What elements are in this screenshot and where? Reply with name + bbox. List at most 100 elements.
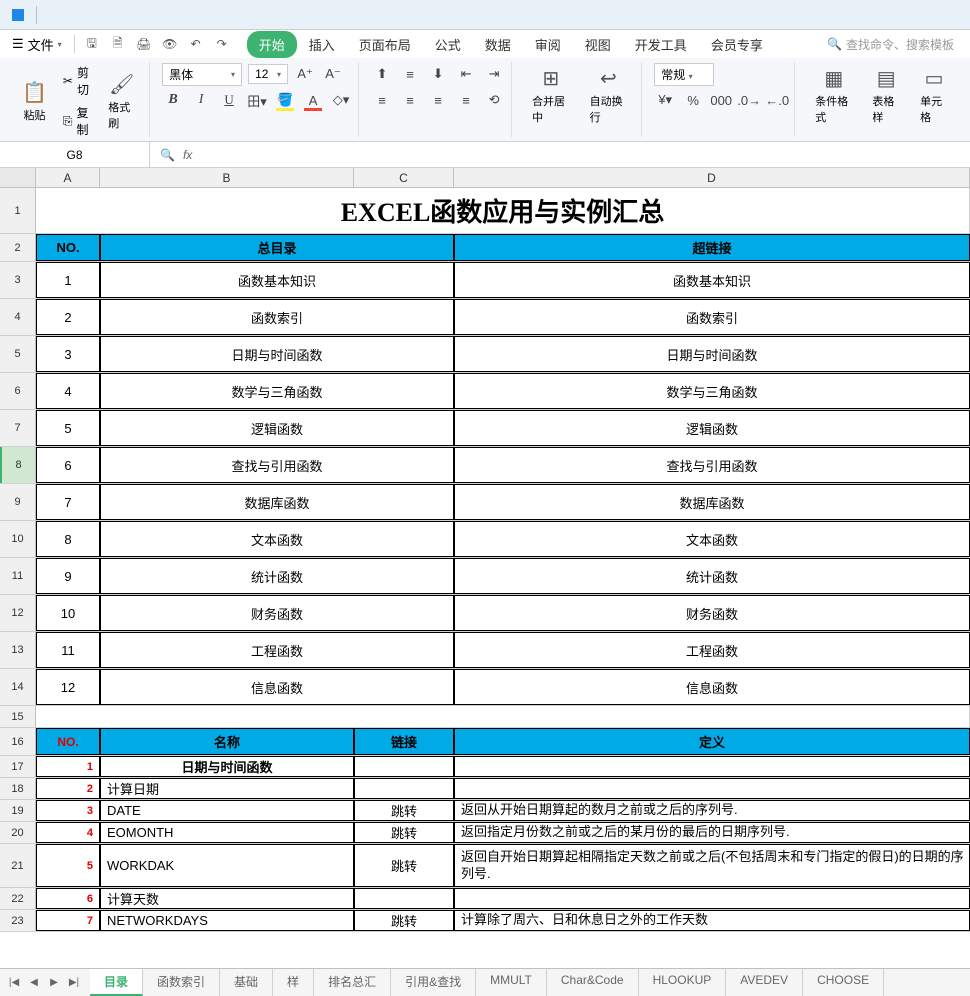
cell2-def[interactable]: 计算除了周六、日和休息日之外的工作天数: [454, 910, 970, 931]
cell-no[interactable]: 11: [36, 632, 100, 668]
save-as-icon[interactable]: 🗎: [109, 35, 127, 53]
align-top-button[interactable]: ⬆: [371, 63, 393, 85]
cell-no[interactable]: 8: [36, 521, 100, 557]
cell-category[interactable]: 查找与引用函数: [100, 447, 454, 483]
cell2-name[interactable]: DATE: [100, 800, 354, 821]
save-icon[interactable]: 🖫: [83, 35, 101, 53]
cell-category[interactable]: 统计函数: [100, 558, 454, 594]
row-header[interactable]: 19: [0, 800, 36, 821]
border-button[interactable]: 田▾: [246, 89, 268, 111]
th-link[interactable]: 超链接: [454, 234, 970, 261]
row-header[interactable]: 3: [0, 262, 36, 298]
cell2-link[interactable]: [354, 778, 454, 799]
row-header[interactable]: 22: [0, 888, 36, 909]
cell-category[interactable]: 信息函数: [100, 669, 454, 705]
font-size-selector[interactable]: 12▾: [248, 64, 288, 84]
row-header[interactable]: 23: [0, 910, 36, 931]
align-left-button[interactable]: ≡: [371, 89, 393, 111]
cell-no[interactable]: 3: [36, 336, 100, 372]
cell-no[interactable]: 10: [36, 595, 100, 631]
cell-link[interactable]: 财务函数: [454, 595, 970, 631]
th2-no[interactable]: NO.: [36, 728, 100, 755]
sheet-tab-7[interactable]: Char&Code: [547, 969, 639, 996]
cell-no[interactable]: 5: [36, 410, 100, 446]
cell2-no[interactable]: 4: [36, 822, 100, 843]
th-no[interactable]: NO.: [36, 234, 100, 261]
ribbon-tab-1[interactable]: 插入: [297, 31, 347, 58]
cell-category[interactable]: 财务函数: [100, 595, 454, 631]
cell2-no[interactable]: 3: [36, 800, 100, 821]
row-header[interactable]: 1: [0, 188, 36, 233]
cell-link[interactable]: 文本函数: [454, 521, 970, 557]
cell2-def[interactable]: [454, 756, 970, 777]
print-preview-icon[interactable]: 👁: [161, 35, 179, 53]
cell-no[interactable]: 2: [36, 299, 100, 335]
wrap-text-button[interactable]: ↩ 自动换行: [582, 62, 636, 129]
row-header[interactable]: 16: [0, 728, 36, 755]
increase-font-button[interactable]: A⁺: [294, 63, 316, 85]
fill-color-button[interactable]: 🪣: [274, 89, 296, 111]
cell2-no[interactable]: 7: [36, 910, 100, 931]
cell2-name[interactable]: 计算天数: [100, 888, 354, 909]
row-header[interactable]: 12: [0, 595, 36, 631]
cell2-name[interactable]: NETWORKDAYS: [100, 910, 354, 931]
cancel-icon[interactable]: 🔍: [160, 148, 175, 162]
th-category[interactable]: 总目录: [100, 234, 454, 261]
align-middle-button[interactable]: ≡: [399, 63, 421, 85]
cell-category[interactable]: 数学与三角函数: [100, 373, 454, 409]
ribbon-tab-8[interactable]: 会员专享: [699, 31, 775, 58]
font-color-button[interactable]: A: [302, 89, 324, 111]
column-header-A[interactable]: A: [36, 168, 100, 187]
cell-link[interactable]: 日期与时间函数: [454, 336, 970, 372]
row-header[interactable]: 2: [0, 234, 36, 261]
sheet-tab-5[interactable]: 引用&查找: [391, 969, 476, 996]
cell-style-button[interactable]: ▭ 单元格: [912, 62, 956, 129]
cell-link[interactable]: 函数索引: [454, 299, 970, 335]
align-center-button[interactable]: ≡: [399, 89, 421, 111]
format-painter-button[interactable]: 🖌 格式刷: [100, 62, 143, 140]
cell2-name[interactable]: 日期与时间函数: [100, 756, 354, 777]
cell-category[interactable]: 文本函数: [100, 521, 454, 557]
decrease-decimal-button[interactable]: ←.0: [766, 89, 788, 111]
cell2-no[interactable]: 1: [36, 756, 100, 777]
cell2-name[interactable]: 计算日期: [100, 778, 354, 799]
cell2-no[interactable]: 6: [36, 888, 100, 909]
italic-button[interactable]: I: [190, 89, 212, 111]
cell2-def[interactable]: [454, 888, 970, 909]
row-header[interactable]: 15: [0, 706, 36, 727]
cell-no[interactable]: 1: [36, 262, 100, 298]
row-header[interactable]: 11: [0, 558, 36, 594]
empty-cell[interactable]: [36, 706, 970, 727]
cell-no[interactable]: 4: [36, 373, 100, 409]
copy-button[interactable]: ⎘复制: [59, 102, 96, 140]
row-header[interactable]: 6: [0, 373, 36, 409]
cell-category[interactable]: 函数基本知识: [100, 262, 454, 298]
sheet-tab-0[interactable]: 目录: [90, 969, 143, 996]
row-header[interactable]: 17: [0, 756, 36, 777]
cell-category[interactable]: 数据库函数: [100, 484, 454, 520]
ribbon-tab-5[interactable]: 审阅: [523, 31, 573, 58]
row-header[interactable]: 21: [0, 844, 36, 887]
column-header-C[interactable]: C: [354, 168, 454, 187]
th2-link[interactable]: 链接: [354, 728, 454, 755]
underline-button[interactable]: U: [218, 89, 240, 111]
sheet-tab-10[interactable]: CHOOSE: [803, 969, 884, 996]
column-header-B[interactable]: B: [100, 168, 354, 187]
cell-no[interactable]: 9: [36, 558, 100, 594]
orientation-button[interactable]: ⟲: [483, 89, 505, 111]
conditional-format-button[interactable]: ▦ 条件格式: [807, 62, 860, 129]
cell2-no[interactable]: 2: [36, 778, 100, 799]
name-box[interactable]: G8: [0, 142, 150, 167]
first-sheet-button[interactable]: |◀: [6, 975, 22, 991]
cell2-link[interactable]: 跳转: [354, 800, 454, 821]
sheet-tab-4[interactable]: 排名总汇: [314, 969, 391, 996]
print-icon[interactable]: 🖨: [135, 35, 153, 53]
cell2-link[interactable]: [354, 888, 454, 909]
row-header[interactable]: 4: [0, 299, 36, 335]
app-icon[interactable]: [6, 3, 30, 27]
row-header[interactable]: 20: [0, 822, 36, 843]
cell-no[interactable]: 12: [36, 669, 100, 705]
undo-icon[interactable]: ↶: [187, 35, 205, 53]
row-header[interactable]: 7: [0, 410, 36, 446]
cell2-name[interactable]: EOMONTH: [100, 822, 354, 843]
